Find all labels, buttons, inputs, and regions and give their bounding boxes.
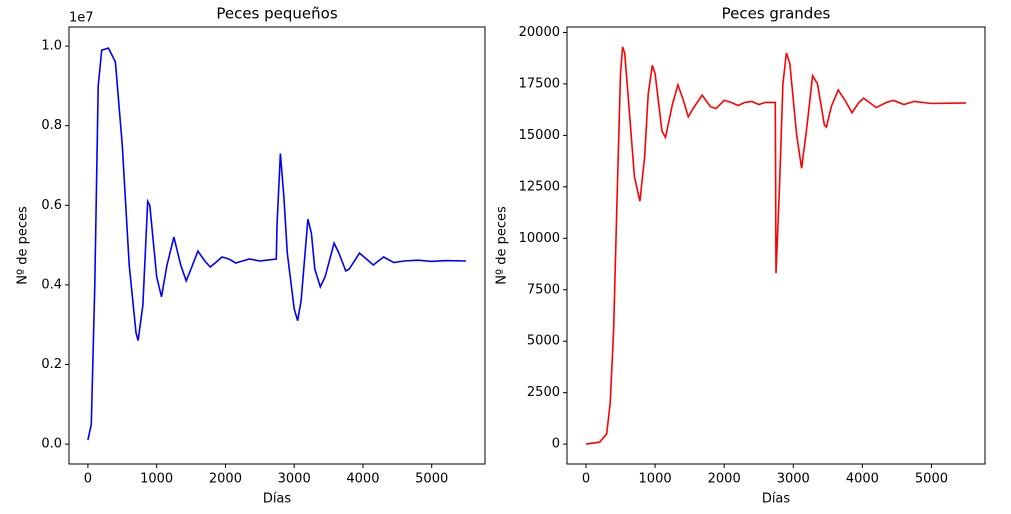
y-tick-label: 12500 (519, 179, 560, 194)
y-tick-label: 1.0 (41, 39, 62, 54)
x-axis-label: Días (263, 492, 292, 507)
chart-title: Peces pequeños (216, 5, 337, 23)
axes-frame (566, 26, 986, 465)
x-tick-label: 2000 (209, 472, 242, 487)
x-tick-label: 1000 (140, 472, 173, 487)
axes-frame (68, 26, 486, 465)
x-tick-label: 3000 (278, 472, 311, 487)
y-tick-label: 20000 (519, 25, 560, 40)
y-tick-label: 0.4 (41, 277, 62, 292)
x-tick-label: 0 (582, 472, 590, 487)
y-tick-label: 15000 (519, 128, 560, 143)
x-tick-label: 1000 (639, 472, 672, 487)
y-tick-label: 0 (552, 437, 560, 452)
y-axis-label: Nº de peces (16, 206, 31, 285)
x-tick-label: 2000 (708, 472, 741, 487)
y-tick-label: 10000 (519, 231, 560, 246)
y-tick-label: 0.8 (41, 118, 62, 133)
x-tick-label: 5000 (415, 472, 448, 487)
y-tick-label: 17500 (519, 76, 560, 91)
y-tick-label: 7500 (527, 282, 560, 297)
y-axis-label: Nº de peces (495, 206, 510, 285)
data-line (585, 46, 967, 445)
x-tick-label: 3000 (777, 472, 810, 487)
x-tick-label: 0 (84, 472, 92, 487)
x-tick-label: 5000 (915, 472, 948, 487)
x-tick-label: 4000 (346, 472, 379, 487)
data-line (87, 47, 467, 441)
chart-title: Peces grandes (722, 5, 831, 23)
y-tick-label: 5000 (527, 334, 560, 349)
y-tick-label: 0.2 (41, 357, 62, 372)
offset-text: 1e7 (69, 11, 94, 26)
x-tick-label: 4000 (846, 472, 879, 487)
x-axis-label: Días (762, 492, 791, 507)
y-tick-label: 0.0 (41, 437, 62, 452)
y-tick-label: 0.6 (41, 198, 62, 213)
y-tick-label: 2500 (527, 385, 560, 400)
